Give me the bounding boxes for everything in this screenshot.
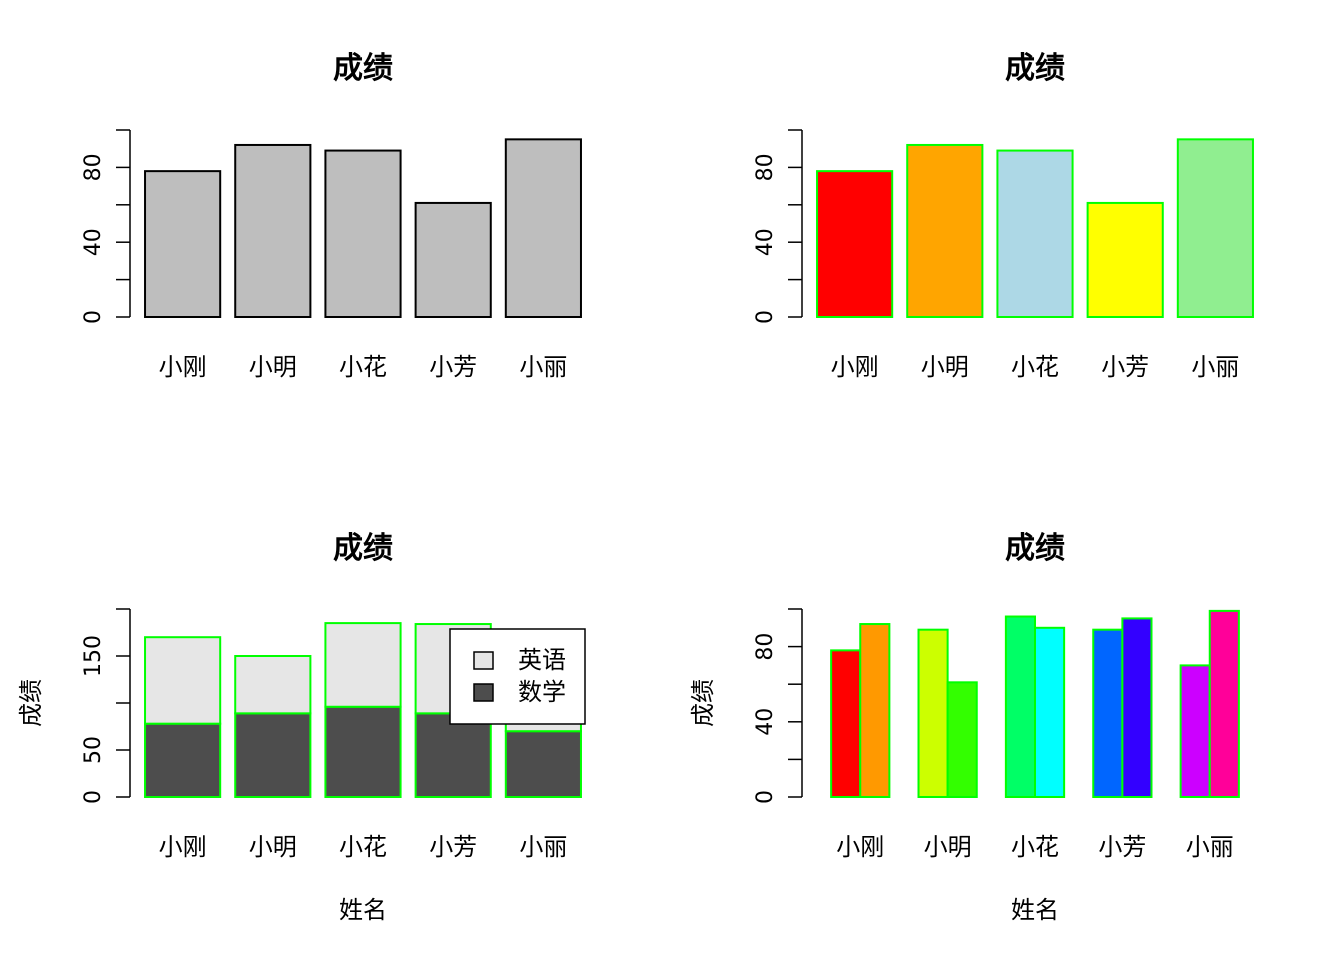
y-axis-label: 成绩 (689, 679, 717, 727)
x-tick-label: 小花 (339, 833, 387, 861)
legend-label: 英语 (518, 646, 566, 674)
y-tick-label: 80 (753, 153, 778, 181)
bar-5-2 (1208, 609, 1240, 798)
bar-1-2 (859, 623, 891, 798)
bar-3-math (324, 705, 402, 799)
y-tick-label: 50 (81, 736, 106, 764)
y-tick-label: 0 (81, 310, 106, 324)
bar-1-1 (830, 649, 862, 798)
x-tick-label: 小明 (249, 353, 297, 381)
bar-2 (234, 143, 312, 318)
x-tick-label: 小丽 (519, 353, 567, 381)
chart-title: 成绩 (333, 531, 393, 566)
x-tick-label: 小丽 (519, 833, 567, 861)
x-tick-label: 小芳 (429, 353, 477, 381)
y-tick-label: 40 (753, 228, 778, 256)
bar-2-math (234, 712, 312, 799)
legend-swatch (473, 683, 494, 702)
x-tick-label: 小刚 (159, 353, 207, 381)
bar-1-math (144, 722, 222, 798)
bar-3-2 (1034, 626, 1066, 798)
bar-4-2 (1121, 617, 1153, 799)
x-tick-label: 小芳 (429, 833, 477, 861)
chart-title: 成绩 (1005, 51, 1065, 86)
bar-4-math (414, 712, 492, 799)
x-tick-label: 小丽 (1186, 833, 1234, 861)
chart-panel-1: 成绩 0 40 80 小刚 小明 小花 小芳 小丽 (81, 51, 582, 381)
chart-title: 成绩 (1005, 531, 1065, 566)
bar-5-1 (1179, 664, 1211, 799)
bar-3 (996, 149, 1074, 318)
bar-5 (1176, 138, 1254, 318)
y-tick-label: 150 (81, 635, 106, 677)
bar-5-math (504, 730, 582, 799)
bar-2-english (234, 655, 312, 715)
bar-1 (144, 170, 222, 318)
chart-title: 成绩 (333, 51, 393, 86)
legend-label: 数学 (518, 678, 566, 706)
x-tick-label: 小刚 (836, 833, 884, 861)
x-tick-label: 小花 (339, 353, 387, 381)
x-tick-label: 小芳 (1098, 833, 1146, 861)
bar-1-english (144, 636, 222, 725)
x-tick-label: 小花 (1011, 353, 1059, 381)
bar-3-1 (1004, 615, 1036, 799)
bar-2-1 (917, 628, 949, 798)
y-tick-label: 40 (81, 228, 106, 256)
chart-panel-2: 成绩 0 40 80 小刚 小明 小花 小芳 小丽 (753, 51, 1254, 381)
bar-4-1 (1092, 628, 1124, 798)
bar-1 (816, 170, 894, 318)
y-tick-label: 80 (81, 153, 106, 181)
y-tick-label: 0 (753, 310, 778, 324)
y-tick-label: 40 (753, 708, 778, 736)
legend-swatch (473, 651, 494, 670)
y-tick-label: 0 (81, 790, 106, 804)
x-tick-label: 小明 (924, 833, 972, 861)
y-tick-label: 0 (753, 790, 778, 804)
bar-4 (414, 201, 492, 318)
y-tick-label: 80 (753, 633, 778, 661)
bar-3 (324, 149, 402, 318)
bar-3-english (324, 622, 402, 708)
bar-5 (504, 138, 582, 318)
legend-box (449, 628, 586, 725)
x-tick-label: 小刚 (831, 353, 879, 381)
bar-2 (906, 143, 984, 318)
x-tick-label: 小丽 (1191, 353, 1239, 381)
x-axis-label: 姓名 (339, 896, 387, 924)
bar-4 (1086, 201, 1164, 318)
x-tick-label: 小芳 (1101, 353, 1149, 381)
y-axis-label: 成绩 (17, 679, 45, 727)
x-tick-label: 小明 (249, 833, 297, 861)
x-axis-label: 姓名 (1011, 896, 1059, 924)
x-tick-label: 小花 (1011, 833, 1059, 861)
bar-2-2 (946, 681, 978, 799)
x-tick-label: 小刚 (159, 833, 207, 861)
x-tick-label: 小明 (921, 353, 969, 381)
